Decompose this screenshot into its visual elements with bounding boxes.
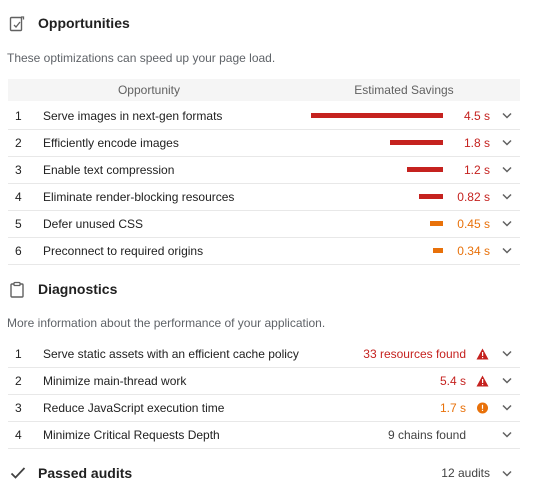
opportunity-row[interactable]: 5 Defer unused CSS 0.45 s bbox=[8, 211, 520, 238]
diagnostic-value: 5.4 s bbox=[439, 374, 466, 388]
diagnostic-label: Minimize main-thread work bbox=[43, 374, 187, 388]
opportunities-table-header: Opportunity Estimated Savings bbox=[8, 79, 520, 101]
opportunity-label: Efficiently encode images bbox=[43, 136, 179, 150]
savings-value: 1.8 s bbox=[463, 136, 490, 150]
clipboard-icon bbox=[10, 281, 24, 298]
passed-audits-count: 12 audits bbox=[441, 466, 490, 480]
opportunity-row[interactable]: 3 Enable text compression 1.2 s bbox=[8, 157, 520, 184]
row-number: 3 bbox=[15, 401, 22, 415]
savings-value: 4.5 s bbox=[463, 109, 490, 123]
opportunity-label: Enable text compression bbox=[43, 163, 175, 177]
row-number: 1 bbox=[15, 347, 22, 361]
opportunity-label: Serve images in next-gen formats bbox=[43, 109, 223, 123]
savings-bar bbox=[407, 167, 443, 172]
chevron-down-icon[interactable] bbox=[502, 431, 512, 439]
row-number: 2 bbox=[15, 136, 22, 150]
opportunity-icon bbox=[9, 16, 25, 32]
savings-bar bbox=[430, 221, 443, 226]
opportunity-row[interactable]: 1 Serve images in next-gen formats 4.5 s bbox=[8, 103, 520, 130]
row-number: 2 bbox=[15, 374, 22, 388]
row-number: 4 bbox=[15, 428, 22, 442]
opportunities-header: Opportunities bbox=[0, 12, 534, 36]
savings-bar bbox=[433, 248, 443, 253]
chevron-down-icon[interactable] bbox=[502, 404, 512, 412]
chevron-down-icon[interactable] bbox=[502, 350, 512, 358]
chevron-down-icon[interactable] bbox=[502, 166, 512, 174]
savings-value: 0.82 s bbox=[457, 190, 490, 204]
checkmark-icon bbox=[10, 467, 26, 479]
chevron-down-icon[interactable] bbox=[502, 247, 512, 255]
row-number: 4 bbox=[15, 190, 22, 204]
diagnostics-title: Diagnostics bbox=[38, 281, 118, 297]
opportunity-label: Preconnect to required origins bbox=[43, 244, 204, 258]
savings-value: 0.45 s bbox=[457, 217, 490, 231]
warning-triangle-icon bbox=[476, 375, 489, 387]
opportunities-description: These optimizations can speed up your pa… bbox=[7, 51, 276, 65]
diagnostic-value: 9 chains found bbox=[387, 428, 466, 442]
diagnostic-label: Minimize Critical Requests Depth bbox=[43, 428, 220, 442]
diagnostic-label: Serve static assets with an efficient ca… bbox=[43, 347, 299, 361]
column-header-opportunity: Opportunity bbox=[117, 83, 181, 97]
diagnostics-description: More information about the performance o… bbox=[7, 316, 326, 330]
savings-value: 1.2 s bbox=[463, 163, 490, 177]
diagnostic-row[interactable]: 4 Minimize Critical Requests Depth 9 chain… bbox=[8, 422, 520, 449]
chevron-down-icon[interactable] bbox=[502, 220, 512, 228]
savings-bar bbox=[390, 140, 443, 145]
row-number: 1 bbox=[15, 109, 22, 123]
chevron-down-icon[interactable] bbox=[502, 470, 512, 478]
savings-value: 0.34 s bbox=[457, 244, 490, 258]
row-number: 5 bbox=[15, 217, 22, 231]
info-circle-icon bbox=[477, 402, 488, 414]
diagnostic-row[interactable]: 3 Reduce JavaScript execution time 1.7 s bbox=[8, 395, 520, 422]
row-number: 3 bbox=[15, 163, 22, 177]
row-number: 6 bbox=[15, 244, 22, 258]
diagnostic-row[interactable]: 1 Serve static assets with an efficient c… bbox=[8, 341, 520, 368]
opportunity-row[interactable]: 6 Preconnect to required origins 0.34 s bbox=[8, 238, 520, 265]
savings-bar bbox=[311, 113, 443, 118]
diagnostic-label: Reduce JavaScript execution time bbox=[43, 401, 225, 415]
warning-triangle-icon bbox=[476, 348, 489, 360]
chevron-down-icon[interactable] bbox=[502, 112, 512, 120]
opportunity-label: Eliminate render-blocking resources bbox=[43, 190, 235, 204]
opportunity-row[interactable]: 4 Eliminate render-blocking resources 0.82… bbox=[8, 184, 520, 211]
chevron-down-icon[interactable] bbox=[502, 377, 512, 385]
diagnostic-value: 1.7 s bbox=[439, 401, 466, 415]
diagnostic-row[interactable]: 2 Minimize main-thread work 5.4 s bbox=[8, 368, 520, 395]
opportunity-row[interactable]: 2 Efficiently encode images 1.8 s bbox=[8, 130, 520, 157]
chevron-down-icon[interactable] bbox=[502, 193, 512, 201]
diagnostic-value: 33 resources found bbox=[363, 347, 466, 361]
opportunities-title: Opportunities bbox=[38, 15, 130, 31]
savings-bar bbox=[419, 194, 443, 199]
chevron-down-icon[interactable] bbox=[502, 139, 512, 147]
passed-audits-title: Passed audits bbox=[38, 465, 133, 481]
passed-audits-group[interactable]: Passed audits 12 audits bbox=[0, 459, 534, 487]
opportunity-label: Defer unused CSS bbox=[43, 217, 144, 231]
column-header-estimated-savings: Estimated Savings bbox=[354, 83, 454, 97]
diagnostics-header: Diagnostics bbox=[0, 278, 534, 302]
